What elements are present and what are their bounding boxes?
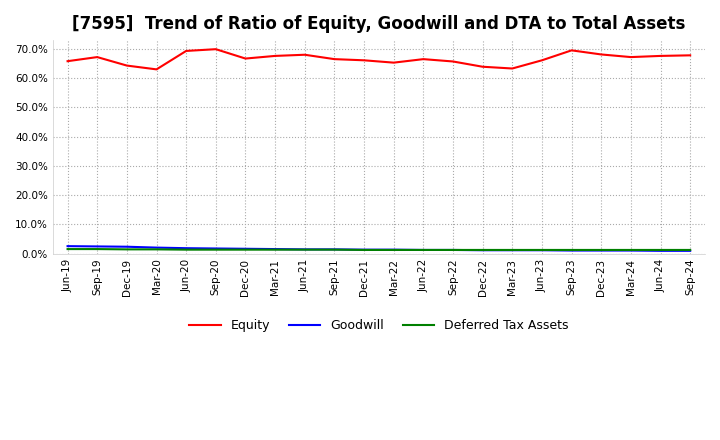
Goodwill bbox=[330, 247, 338, 252]
Goodwill bbox=[360, 247, 369, 252]
Deferred Tax Assets bbox=[212, 247, 220, 252]
Deferred Tax Assets bbox=[686, 247, 695, 253]
Equity bbox=[271, 53, 279, 59]
Deferred Tax Assets bbox=[478, 247, 487, 253]
Equity bbox=[241, 56, 250, 61]
Goodwill bbox=[182, 246, 191, 251]
Equity bbox=[449, 59, 457, 64]
Deferred Tax Assets bbox=[182, 247, 191, 252]
Deferred Tax Assets bbox=[63, 246, 72, 252]
Deferred Tax Assets bbox=[449, 247, 457, 253]
Deferred Tax Assets bbox=[93, 246, 102, 252]
Deferred Tax Assets bbox=[241, 247, 250, 252]
Deferred Tax Assets bbox=[122, 247, 131, 252]
Deferred Tax Assets bbox=[656, 247, 665, 253]
Deferred Tax Assets bbox=[508, 247, 517, 253]
Equity bbox=[300, 52, 309, 57]
Equity bbox=[508, 66, 517, 71]
Deferred Tax Assets bbox=[360, 247, 369, 253]
Equity bbox=[93, 55, 102, 60]
Equity bbox=[478, 64, 487, 70]
Equity bbox=[390, 60, 398, 65]
Goodwill bbox=[241, 246, 250, 251]
Goodwill bbox=[656, 248, 665, 253]
Deferred Tax Assets bbox=[152, 247, 161, 252]
Goodwill bbox=[449, 247, 457, 253]
Deferred Tax Assets bbox=[597, 247, 606, 253]
Goodwill bbox=[122, 244, 131, 249]
Equity bbox=[538, 58, 546, 63]
Equity bbox=[330, 56, 338, 62]
Equity bbox=[419, 56, 428, 62]
Deferred Tax Assets bbox=[567, 247, 576, 253]
Goodwill bbox=[390, 247, 398, 252]
Goodwill bbox=[300, 247, 309, 252]
Goodwill bbox=[567, 248, 576, 253]
Goodwill bbox=[271, 246, 279, 252]
Deferred Tax Assets bbox=[300, 247, 309, 252]
Equity bbox=[656, 53, 665, 59]
Goodwill bbox=[63, 243, 72, 249]
Goodwill bbox=[686, 248, 695, 253]
Goodwill bbox=[152, 245, 161, 250]
Legend: Equity, Goodwill, Deferred Tax Assets: Equity, Goodwill, Deferred Tax Assets bbox=[184, 314, 573, 337]
Title: [7595]  Trend of Ratio of Equity, Goodwill and DTA to Total Assets: [7595] Trend of Ratio of Equity, Goodwil… bbox=[72, 15, 685, 33]
Equity bbox=[597, 52, 606, 57]
Goodwill bbox=[478, 248, 487, 253]
Goodwill bbox=[93, 244, 102, 249]
Equity bbox=[152, 67, 161, 72]
Goodwill bbox=[419, 247, 428, 253]
Equity bbox=[182, 48, 191, 54]
Line: Goodwill: Goodwill bbox=[68, 246, 690, 251]
Line: Equity: Equity bbox=[68, 49, 690, 70]
Equity bbox=[122, 63, 131, 68]
Goodwill bbox=[538, 248, 546, 253]
Equity bbox=[212, 47, 220, 52]
Goodwill bbox=[626, 248, 635, 253]
Deferred Tax Assets bbox=[330, 247, 338, 252]
Deferred Tax Assets bbox=[538, 247, 546, 253]
Deferred Tax Assets bbox=[419, 247, 428, 253]
Line: Deferred Tax Assets: Deferred Tax Assets bbox=[68, 249, 690, 250]
Equity bbox=[360, 58, 369, 63]
Equity bbox=[686, 53, 695, 58]
Equity bbox=[63, 59, 72, 64]
Equity bbox=[626, 55, 635, 60]
Equity bbox=[567, 48, 576, 53]
Goodwill bbox=[508, 248, 517, 253]
Deferred Tax Assets bbox=[271, 247, 279, 252]
Deferred Tax Assets bbox=[626, 247, 635, 253]
Deferred Tax Assets bbox=[390, 247, 398, 253]
Goodwill bbox=[212, 246, 220, 251]
Goodwill bbox=[597, 248, 606, 253]
